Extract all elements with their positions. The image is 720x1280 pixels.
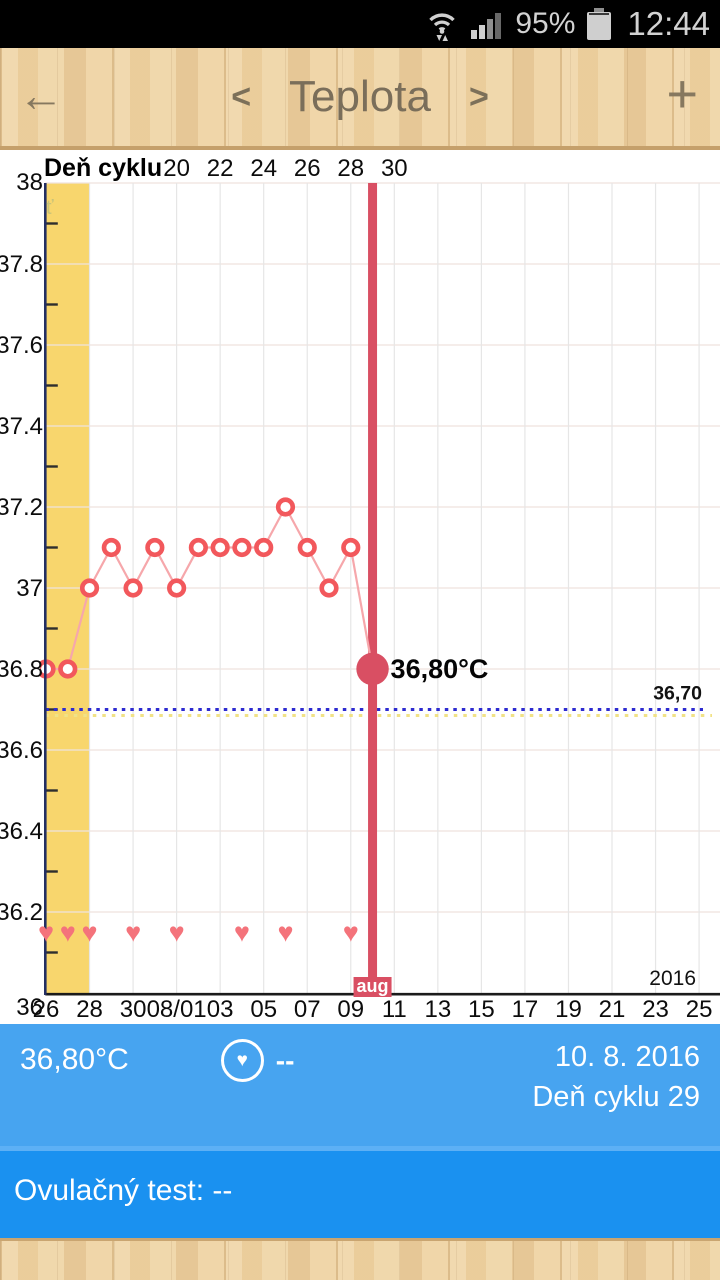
temperature-chart-area[interactable]: aug ♥ ♥ ♥ ♥ ♥ ♥ ♥ ♥ 36,80°C 36,70 38 37.8 37.6 37.4 37.…	[0, 150, 720, 1024]
temperature-point[interactable]	[145, 537, 165, 558]
cycle-day-tick-label: 26	[294, 155, 321, 182]
wifi-icon	[429, 13, 456, 41]
battery-icon	[587, 7, 612, 41]
cycle-day-tick-label: 24	[250, 155, 277, 182]
temperature-point[interactable]	[319, 578, 339, 598]
cycle-day-tick-label: 20	[163, 155, 190, 182]
ovulation-test-bar[interactable]: Ovulačný test: --	[0, 1151, 720, 1238]
intimacy-heart-icon[interactable]: ♥	[220, 1039, 264, 1082]
intimacy-heart-icon: ♥	[169, 917, 185, 947]
prev-chart-button[interactable]: <	[231, 77, 252, 116]
intimacy-heart-icon: ♥	[82, 917, 98, 947]
coverline-value-label: 36,70	[653, 683, 702, 705]
date-tick-label: 17	[512, 996, 539, 1023]
y-axis-tick-label: 38	[16, 169, 43, 196]
temperature-point[interactable]	[254, 537, 274, 558]
chart-artifact: ť	[46, 197, 54, 219]
temperature-point[interactable]	[123, 578, 143, 598]
ovulation-test-text: Ovulačný test: --	[14, 1174, 233, 1207]
date-tick-label: 19	[555, 996, 582, 1023]
intimacy-heart-icon: ♥	[38, 917, 54, 947]
date-tick-label: 21	[599, 996, 626, 1023]
temperature-series	[40, 497, 374, 679]
top-axis-title: Deň cyklu	[44, 154, 162, 182]
y-axis-tick-label: 36.2	[0, 899, 43, 926]
cycle-day-tick-label: 30	[381, 155, 408, 182]
page-title: Teplota	[289, 72, 431, 121]
temperature-point[interactable]	[167, 578, 187, 598]
temperature-point[interactable]	[210, 537, 230, 558]
y-axis-tick-label: 37.4	[0, 413, 43, 440]
selected-temperature-value: 36,80°C	[20, 1043, 129, 1076]
date-tick-label: 13	[425, 996, 452, 1023]
footer-wood-strip	[0, 1238, 720, 1280]
cycle-day-tick-label: 28	[337, 155, 364, 182]
add-entry-button[interactable]: +	[666, 63, 698, 124]
temperature-point[interactable]	[232, 537, 252, 558]
selected-temperature-chart-label: 36,80°C	[391, 654, 489, 684]
month-marker-box	[353, 977, 392, 997]
y-axis-tick-label: 36.8	[0, 656, 43, 683]
y-axis-tick-label: 36.4	[0, 818, 43, 845]
day-summary-bar[interactable]: 36,80°C ♥ -- 10. 8. 2016 Deň cyklu 29	[0, 1024, 720, 1146]
y-axis-tick-label: 37.2	[0, 494, 43, 521]
temperature-point[interactable]	[275, 497, 296, 517]
back-button[interactable]: ←	[18, 69, 64, 122]
temperature-point[interactable]	[79, 578, 100, 598]
y-axis-tick-label: 36	[16, 994, 43, 1021]
date-tick-label: 23	[642, 996, 669, 1023]
temperature-point[interactable]	[58, 659, 78, 679]
temperature-chart[interactable]: aug♥ ♥ ♥ ♥ ♥ ♥ ♥ ♥36,80°C36,703837.837.637.437.…	[0, 150, 720, 1024]
intimacy-heart-icon: ♥	[125, 917, 141, 947]
temperature-point[interactable]	[297, 537, 317, 558]
battery-percent: 95%	[515, 7, 576, 40]
date-tick-label: 05	[250, 996, 277, 1023]
status-bar: 95% 12:44	[0, 0, 720, 48]
date-tick-label: 26	[33, 996, 60, 1023]
app-header: ← < Teplota > +	[0, 48, 720, 150]
y-axis-tick-label: 37	[16, 575, 43, 602]
panel-divider	[0, 1146, 720, 1151]
date-tick-label: 08/01	[147, 996, 207, 1023]
year-label: 2016	[649, 967, 696, 990]
y-axis-tick-label: 37.6	[0, 332, 43, 359]
intimacy-heart-icon: ♥	[234, 917, 250, 947]
intimacy-value: --	[275, 1044, 295, 1076]
temperature-point[interactable]	[101, 537, 121, 558]
temperature-point[interactable]	[188, 537, 208, 558]
date-tick-label: 28	[76, 996, 103, 1023]
date-tick-label: 30	[120, 996, 147, 1023]
intimacy-heart-icon: ♥	[343, 917, 359, 947]
date-tick-label: 11	[382, 996, 407, 1023]
cycle-day-label: Deň cyklu 29	[532, 1081, 700, 1113]
selected-date: 10. 8. 2016	[554, 1041, 700, 1073]
month-marker-label: aug	[357, 976, 389, 996]
date-tick-label: 07	[294, 996, 321, 1023]
y-axis-tick-label: 37.8	[0, 251, 43, 278]
intimacy-heart-icon: ♥	[60, 917, 76, 947]
date-tick-label: 15	[468, 996, 495, 1023]
temperature-point[interactable]	[341, 537, 361, 558]
signal-strength-icon	[471, 9, 502, 39]
date-tick-label: 25	[686, 996, 713, 1023]
selected-temperature-point[interactable]	[356, 652, 389, 686]
cycle-day-tick-label: 22	[207, 155, 234, 182]
date-tick-label: 09	[337, 996, 364, 1023]
y-axis-tick-label: 36.6	[0, 737, 43, 764]
clock: 12:44	[627, 5, 710, 42]
intimacy-heart-icon: ♥	[277, 917, 293, 947]
next-chart-button[interactable]: >	[468, 77, 489, 116]
date-tick-label: 03	[207, 996, 234, 1023]
